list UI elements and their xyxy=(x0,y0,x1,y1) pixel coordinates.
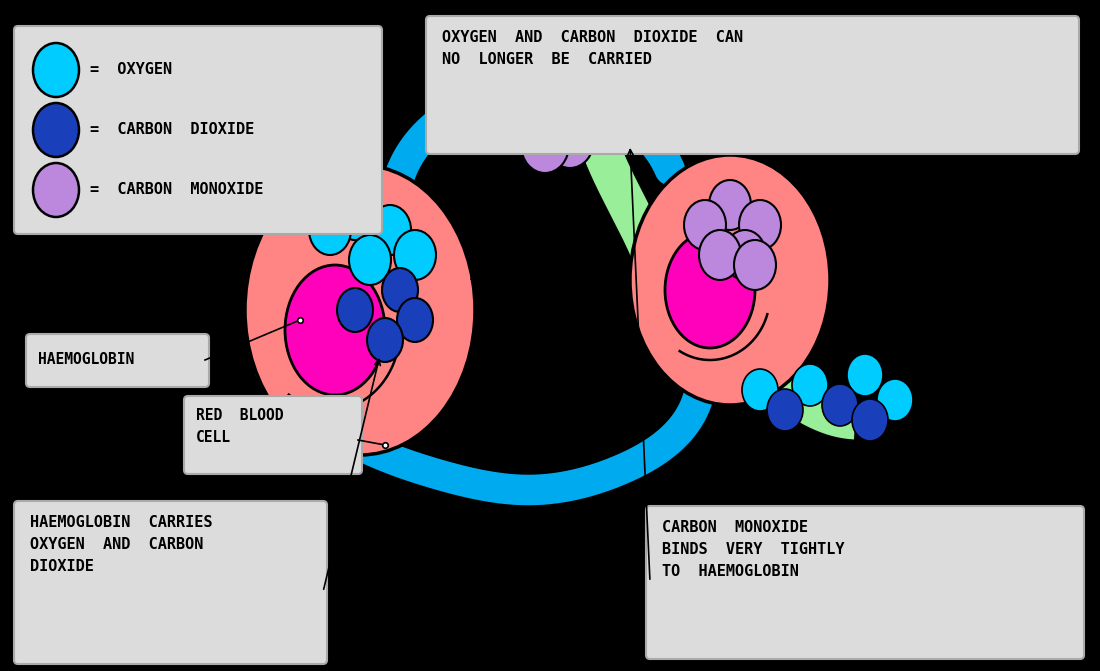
Ellipse shape xyxy=(368,205,411,255)
Ellipse shape xyxy=(698,230,741,280)
FancyBboxPatch shape xyxy=(426,16,1079,154)
FancyBboxPatch shape xyxy=(646,506,1084,659)
Ellipse shape xyxy=(33,163,79,217)
Ellipse shape xyxy=(33,43,79,97)
Ellipse shape xyxy=(394,230,436,280)
Ellipse shape xyxy=(367,318,403,362)
Ellipse shape xyxy=(630,155,830,405)
Ellipse shape xyxy=(724,230,766,280)
Ellipse shape xyxy=(710,180,751,230)
Ellipse shape xyxy=(245,165,475,455)
Ellipse shape xyxy=(792,364,828,406)
Text: =  CARBON  MONOXIDE: = CARBON MONOXIDE xyxy=(90,183,263,197)
FancyBboxPatch shape xyxy=(14,501,327,664)
Ellipse shape xyxy=(877,379,913,421)
Ellipse shape xyxy=(334,190,376,240)
Ellipse shape xyxy=(521,117,569,173)
Ellipse shape xyxy=(337,288,373,332)
Ellipse shape xyxy=(397,298,433,342)
Text: HAEMOGLOBIN: HAEMOGLOBIN xyxy=(39,352,134,368)
Ellipse shape xyxy=(847,354,883,396)
Ellipse shape xyxy=(349,235,390,285)
Ellipse shape xyxy=(684,200,726,250)
FancyBboxPatch shape xyxy=(184,396,362,474)
Ellipse shape xyxy=(285,265,385,395)
Ellipse shape xyxy=(576,97,624,153)
Text: HAEMOGLOBIN  CARRIES
OXYGEN  AND  CARBON
DIOXIDE: HAEMOGLOBIN CARRIES OXYGEN AND CARBON DI… xyxy=(30,515,212,574)
Ellipse shape xyxy=(521,87,569,143)
Ellipse shape xyxy=(309,205,351,255)
Text: =  CARBON  DIOXIDE: = CARBON DIOXIDE xyxy=(90,123,254,138)
Text: CARBON  MONOXIDE
BINDS  VERY  TIGHTLY
TO  HAEMOGLOBIN: CARBON MONOXIDE BINDS VERY TIGHTLY TO HA… xyxy=(662,520,845,579)
Ellipse shape xyxy=(767,389,803,431)
Text: =  OXYGEN: = OXYGEN xyxy=(90,62,172,77)
Text: OXYGEN  AND  CARBON  DIOXIDE  CAN
NO  LONGER  BE  CARRIED: OXYGEN AND CARBON DIOXIDE CAN NO LONGER … xyxy=(442,30,744,67)
Ellipse shape xyxy=(382,268,418,312)
Text: RED  BLOOD
CELL: RED BLOOD CELL xyxy=(196,408,284,445)
FancyBboxPatch shape xyxy=(26,334,209,387)
Ellipse shape xyxy=(666,232,755,348)
Ellipse shape xyxy=(742,369,778,411)
Ellipse shape xyxy=(822,384,858,426)
Ellipse shape xyxy=(33,103,79,157)
Ellipse shape xyxy=(734,240,776,290)
FancyBboxPatch shape xyxy=(14,26,382,234)
Ellipse shape xyxy=(551,72,600,128)
Ellipse shape xyxy=(852,399,888,441)
Ellipse shape xyxy=(546,112,594,168)
Ellipse shape xyxy=(739,200,781,250)
